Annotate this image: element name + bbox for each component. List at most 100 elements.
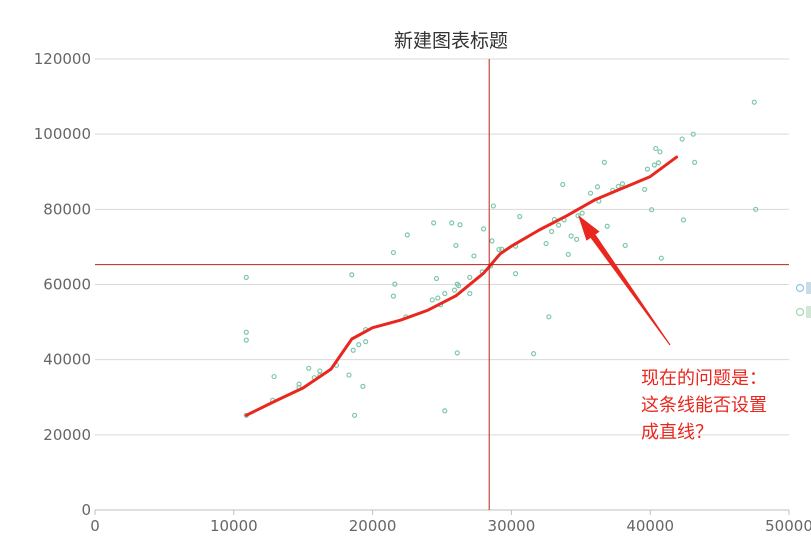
x-axis-ticks: 0 10000 20000 30000 40000 50000 xyxy=(90,517,811,535)
data-point xyxy=(568,233,574,239)
data-point xyxy=(360,383,366,389)
data-point xyxy=(317,368,323,374)
axes xyxy=(94,509,790,515)
chart-title: 新建图表标题 xyxy=(394,30,508,52)
data-point xyxy=(587,190,594,196)
y-axis-ticks: 0 20000 40000 60000 80000 100000 120000 xyxy=(34,50,91,519)
data-point xyxy=(496,246,502,253)
legend-label-clipped-1 xyxy=(806,282,811,294)
data-point xyxy=(429,297,435,303)
data-point xyxy=(604,223,610,229)
data-point xyxy=(390,293,397,299)
data-point xyxy=(453,242,459,249)
data-point xyxy=(435,295,441,301)
data-point xyxy=(690,131,696,137)
x-tick-label: 50000 xyxy=(765,517,811,535)
data-point xyxy=(753,206,759,212)
data-point xyxy=(653,145,659,152)
legend-label-clipped-2 xyxy=(806,306,811,318)
data-point xyxy=(601,159,607,165)
data-point xyxy=(390,249,397,256)
data-point xyxy=(467,274,473,280)
data-point xyxy=(404,232,410,238)
data-point xyxy=(296,381,302,387)
data-point xyxy=(243,337,249,343)
data-point xyxy=(243,329,249,335)
crosshair-lines xyxy=(95,59,789,510)
x-tick-label: 0 xyxy=(90,517,100,535)
data-point xyxy=(512,271,519,277)
data-point xyxy=(751,99,757,105)
legend-marker-1 xyxy=(795,283,805,293)
trend-line xyxy=(244,155,679,417)
y-tick-label: 80000 xyxy=(43,200,91,218)
data-point xyxy=(565,251,571,258)
y-tick-label: 60000 xyxy=(43,276,91,294)
data-point xyxy=(517,213,523,220)
data-point xyxy=(433,275,440,282)
data-point xyxy=(549,228,555,235)
data-point xyxy=(467,290,473,297)
x-tick-label: 40000 xyxy=(626,517,674,535)
data-point xyxy=(579,210,585,216)
y-tick-label: 40000 xyxy=(43,351,91,369)
y-tick-label: 0 xyxy=(81,501,91,519)
data-point xyxy=(392,281,398,287)
legend-marker-2 xyxy=(795,307,805,317)
data-point xyxy=(442,408,448,414)
data-point xyxy=(349,272,355,278)
data-point xyxy=(648,207,655,213)
x-tick-label: 30000 xyxy=(488,517,536,535)
y-tick-label: 100000 xyxy=(34,125,91,143)
data-point xyxy=(481,226,487,232)
data-point xyxy=(692,159,698,165)
data-point xyxy=(243,274,249,280)
data-point xyxy=(356,342,362,348)
data-point xyxy=(644,166,651,172)
trend-line-group xyxy=(244,155,679,417)
data-point xyxy=(531,351,537,357)
annotation-arrow xyxy=(578,215,671,346)
data-point xyxy=(271,373,277,380)
data-point xyxy=(657,149,663,155)
data-point xyxy=(346,372,352,378)
data-point xyxy=(351,412,358,418)
data-point xyxy=(615,183,621,190)
data-point xyxy=(451,287,458,293)
annotation-line-1: 现在的问题是： xyxy=(641,368,767,389)
scatter-points xyxy=(243,99,759,418)
data-point xyxy=(655,160,662,166)
data-point xyxy=(431,220,437,226)
data-point xyxy=(574,236,580,242)
data-point xyxy=(489,238,495,244)
y-tick-label: 20000 xyxy=(43,426,91,444)
annotation-line-2: 这条线能否设置 xyxy=(641,395,767,416)
data-point xyxy=(555,222,562,228)
annotation: 现在的问题是： 这条线能否设置 成直线？ xyxy=(578,215,767,443)
data-point xyxy=(560,181,566,188)
data-point xyxy=(306,365,312,371)
data-point xyxy=(363,339,369,345)
legend[interactable] xyxy=(795,282,811,318)
gridlines xyxy=(95,58,789,436)
data-point xyxy=(594,184,601,190)
data-point xyxy=(471,253,477,259)
data-point xyxy=(575,213,581,219)
data-point xyxy=(456,283,462,289)
data-point xyxy=(543,240,549,247)
data-point xyxy=(642,186,648,193)
annotation-line-3: 成直线？ xyxy=(641,422,713,443)
data-point xyxy=(490,203,496,209)
data-point xyxy=(658,255,664,261)
data-point xyxy=(622,242,628,249)
data-point xyxy=(680,217,687,223)
x-tick-label: 10000 xyxy=(210,517,258,535)
data-point xyxy=(449,220,455,226)
data-point xyxy=(679,136,685,142)
data-point xyxy=(546,314,552,320)
x-tick-label: 20000 xyxy=(349,517,397,535)
y-tick-label: 120000 xyxy=(34,50,91,68)
data-point xyxy=(457,222,463,228)
data-point xyxy=(619,181,626,187)
